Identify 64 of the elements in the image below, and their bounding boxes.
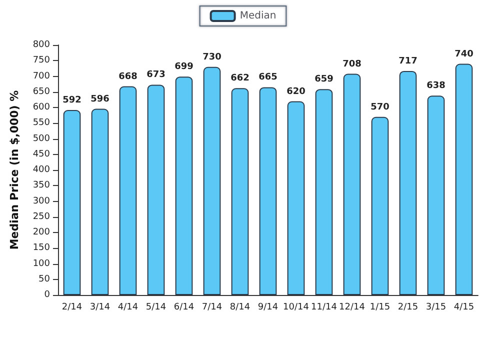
data-label: 638 <box>426 81 446 92</box>
x-tick-label: 11/14 <box>311 302 338 312</box>
y-tick-label: 750 <box>32 56 50 66</box>
data-label: 740 <box>454 49 474 60</box>
x-tick-label: 8/14 <box>230 302 250 312</box>
bar <box>343 74 361 295</box>
x-tick-label: 5/14 <box>146 302 166 312</box>
bar <box>147 84 165 295</box>
data-label: 668 <box>118 72 138 82</box>
y-tick-label: 300 <box>32 196 50 206</box>
x-tick-label: 6/14 <box>174 302 194 312</box>
bar <box>203 66 221 295</box>
bar <box>371 116 389 295</box>
data-label: 673 <box>146 70 166 80</box>
data-label: 596 <box>90 94 110 104</box>
data-label: 665 <box>258 72 278 83</box>
data-label: 708 <box>342 59 362 70</box>
bar <box>119 86 137 295</box>
bar <box>63 110 81 295</box>
x-tick-label: 3/14 <box>90 302 110 312</box>
y-tick-label: 650 <box>32 86 50 97</box>
y-tick-label: 350 <box>32 180 50 191</box>
y-tick-label: 800 <box>32 40 50 50</box>
data-label: 659 <box>314 74 334 85</box>
y-tick-label: 250 <box>32 212 50 222</box>
x-tick-label: 9/14 <box>258 302 278 312</box>
bar <box>259 87 277 295</box>
y-tick-label: 550 <box>32 118 50 128</box>
y-tick-label: 600 <box>32 102 50 112</box>
y-tick-label: 700 <box>32 71 50 82</box>
data-label: 570 <box>370 102 390 112</box>
y-tick-label: 450 <box>32 149 50 160</box>
x-tick-label: 4/15 <box>454 302 474 312</box>
bar <box>175 76 193 295</box>
y-axis-title: Median Price (in $,000) % <box>8 90 21 250</box>
bar <box>91 108 109 295</box>
data-label: 592 <box>62 96 82 106</box>
y-tick-label: 50 <box>38 274 50 284</box>
y-tick-label: 200 <box>32 228 50 238</box>
x-tick-label: 7/14 <box>202 302 222 312</box>
y-tick-label: 500 <box>32 134 50 144</box>
y-tick-label: 0 <box>44 290 50 300</box>
x-tick-label: 2/14 <box>62 302 82 312</box>
bar <box>399 70 417 295</box>
x-tick-label: 1/15 <box>370 302 390 312</box>
y-tick-label: 150 <box>32 243 50 254</box>
bar <box>287 101 305 295</box>
bar <box>455 64 473 295</box>
y-tick-label: 400 <box>32 165 50 175</box>
y-tick-label: 100 <box>32 258 50 269</box>
x-tick-label: 3/15 <box>426 302 446 312</box>
data-label: 699 <box>174 62 194 72</box>
data-label: 730 <box>202 52 222 62</box>
x-tick-label: 2/15 <box>398 302 418 312</box>
data-label: 620 <box>286 86 306 97</box>
legend-label: Median <box>240 10 276 22</box>
bar <box>427 96 445 295</box>
data-label: 662 <box>230 74 250 84</box>
x-tick-label: 12/14 <box>339 302 366 312</box>
bar <box>231 88 249 295</box>
x-tick-label: 10/14 <box>283 302 310 312</box>
x-tick-label: 4/14 <box>118 302 138 312</box>
bar <box>315 89 333 295</box>
data-label: 717 <box>398 56 418 66</box>
